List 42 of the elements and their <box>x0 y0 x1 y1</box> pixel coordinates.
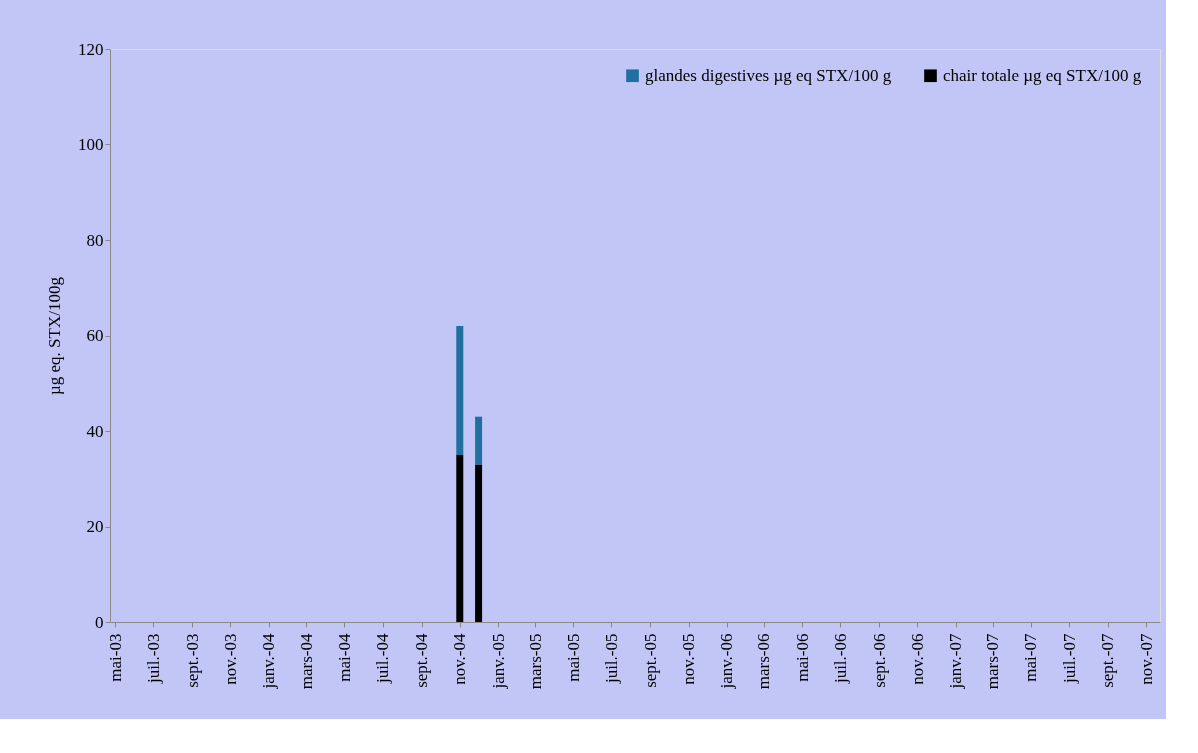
x-tick-label: mai-07 <box>1021 633 1041 682</box>
x-tick-label: nov.-07 <box>1136 633 1156 685</box>
x-tick-label: nov.-04 <box>450 633 470 685</box>
x-tick-label: mai-06 <box>792 633 812 682</box>
x-tick-label: janv.-04 <box>259 633 279 690</box>
legend-label: chair totale µg eq STX/100 g <box>943 65 1142 85</box>
x-tick-label: juil.-04 <box>373 633 393 685</box>
x-tick-label: janv.-06 <box>717 633 737 690</box>
legend-label: glandes digestives µg eq STX/100 g <box>645 65 892 85</box>
x-tick-label: juil.-05 <box>601 633 621 685</box>
y-tick-label: 100 <box>78 135 104 154</box>
x-tick-label: sept.-04 <box>412 633 432 688</box>
x-tick-label: sept.-06 <box>869 633 889 688</box>
x-tick-label: mai-04 <box>334 633 354 682</box>
y-tick-label: 80 <box>86 230 104 250</box>
y-tick-label: 40 <box>86 421 104 441</box>
x-tick-label: sept.-07 <box>1098 633 1118 688</box>
x-tick-label: mars-05 <box>525 633 545 690</box>
x-tick-label: mai-03 <box>105 633 125 682</box>
x-tick-label: mars-04 <box>296 633 316 690</box>
y-tick-label: 0 <box>95 612 104 632</box>
bar <box>475 416 483 465</box>
x-tick-label: juil.-07 <box>1059 633 1079 685</box>
x-tick-label: mai-05 <box>563 633 583 682</box>
x-tick-label: nov.-05 <box>679 633 699 685</box>
bar <box>475 464 483 622</box>
x-tick-label: nov.-03 <box>220 633 240 685</box>
y-tick-label: 20 <box>86 517 104 536</box>
x-tick-label: janv.-05 <box>488 633 508 690</box>
x-tick-label: janv.-07 <box>946 633 966 690</box>
x-tick-label: mars-06 <box>754 633 774 690</box>
y-tick-label: 60 <box>86 326 104 345</box>
y-axis-title: µg eq. STX/100g <box>45 276 64 395</box>
y-tick-label: 120 <box>78 39 104 59</box>
x-tick-label: nov.-06 <box>907 633 927 685</box>
x-tick-label: juil.-06 <box>830 633 850 685</box>
x-tick-label: sept.-05 <box>640 633 660 688</box>
x-tick-label: sept.-03 <box>182 633 202 688</box>
bar <box>456 454 464 622</box>
x-tick-label: mars-07 <box>983 633 1003 690</box>
bar <box>456 325 464 455</box>
x-tick-label: juil.-03 <box>143 633 163 685</box>
